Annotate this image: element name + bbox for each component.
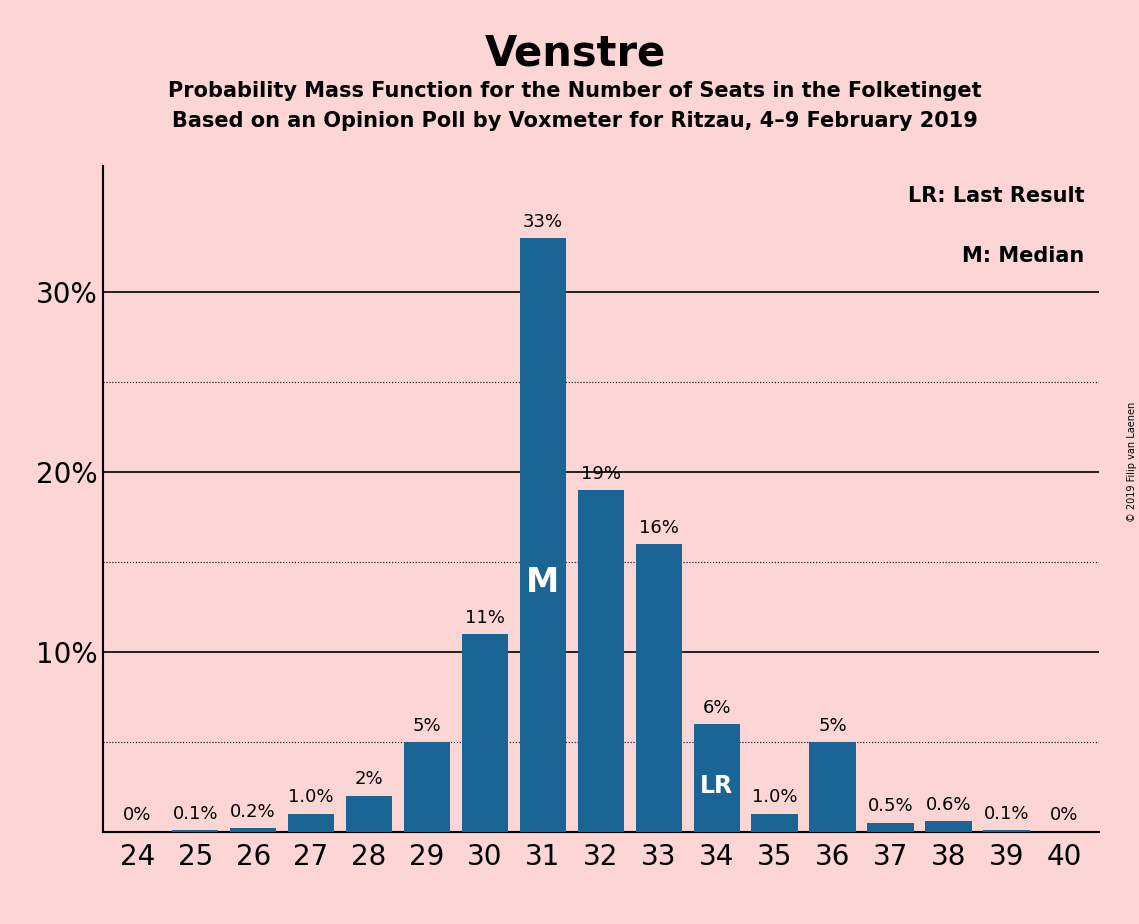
Text: 5%: 5%: [412, 716, 441, 735]
Text: 2%: 2%: [354, 771, 384, 788]
Bar: [577, 490, 624, 832]
Text: © 2019 Filip van Laenen: © 2019 Filip van Laenen: [1126, 402, 1137, 522]
Bar: [925, 821, 972, 832]
Text: 6%: 6%: [703, 699, 731, 716]
Bar: [868, 822, 913, 832]
Text: Venstre: Venstre: [484, 32, 666, 74]
Bar: [752, 814, 797, 832]
Bar: [461, 634, 508, 832]
Bar: [694, 723, 740, 832]
Text: 11%: 11%: [465, 609, 505, 626]
Text: M: Median: M: Median: [962, 246, 1084, 266]
Text: 0.6%: 0.6%: [926, 796, 972, 814]
Text: 16%: 16%: [639, 518, 679, 537]
Text: 0.2%: 0.2%: [230, 803, 276, 821]
Text: 33%: 33%: [523, 213, 563, 231]
Bar: [810, 742, 855, 832]
Text: Probability Mass Function for the Number of Seats in the Folketinget: Probability Mass Function for the Number…: [169, 81, 982, 102]
Bar: [519, 238, 566, 832]
Text: 1.0%: 1.0%: [288, 788, 334, 807]
Text: 5%: 5%: [818, 716, 847, 735]
Bar: [404, 742, 450, 832]
Bar: [172, 830, 219, 832]
Text: M: M: [526, 565, 559, 599]
Text: Based on an Opinion Poll by Voxmeter for Ritzau, 4–9 February 2019: Based on an Opinion Poll by Voxmeter for…: [172, 111, 978, 131]
Text: 0.1%: 0.1%: [984, 805, 1030, 822]
Text: 19%: 19%: [581, 465, 621, 482]
Bar: [346, 796, 392, 832]
Text: 0.5%: 0.5%: [868, 797, 913, 815]
Text: LR: Last Result: LR: Last Result: [908, 187, 1084, 206]
Text: 0.1%: 0.1%: [172, 805, 218, 822]
Bar: [288, 814, 334, 832]
Bar: [230, 828, 277, 832]
Bar: [983, 830, 1030, 832]
Text: 0%: 0%: [1050, 807, 1079, 824]
Bar: [636, 544, 682, 832]
Text: LR: LR: [700, 774, 734, 798]
Text: 0%: 0%: [123, 807, 151, 824]
Text: 1.0%: 1.0%: [752, 788, 797, 807]
